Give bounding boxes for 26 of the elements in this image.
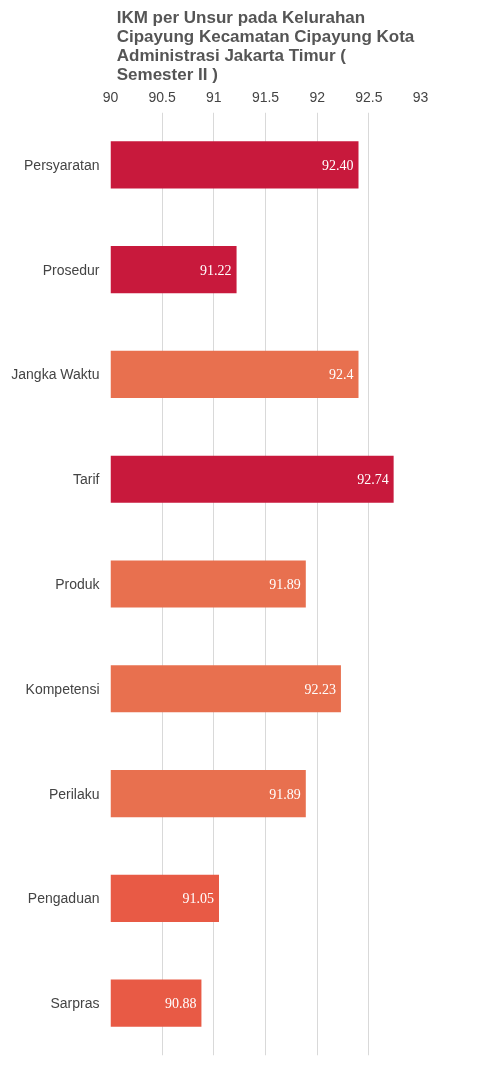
y-tick-label: Kompetensi bbox=[25, 680, 100, 697]
data-label: 91.05 bbox=[182, 891, 214, 907]
x-tick-label: 92 bbox=[309, 88, 326, 105]
y-tick-label: Produk bbox=[55, 576, 101, 592]
y-tick-label: Persyaratan bbox=[24, 156, 100, 173]
x-tick-label: 91.5 bbox=[251, 88, 280, 105]
x-tick-label: 90 bbox=[102, 88, 119, 105]
data-label: 91.89 bbox=[269, 577, 301, 592]
data-label: 92.23 bbox=[304, 681, 336, 697]
chart-title: IKM per Unsur pada Kelurahan Cipayung Kecamatan Cipayung Kota Administrasi Jakarta Timur ( Semester II ) bbox=[116, 7, 415, 84]
data-label: 92.4 bbox=[329, 367, 354, 383]
y-tick-label: Perilaku bbox=[48, 785, 100, 802]
data-label: 91.89 bbox=[269, 786, 301, 802]
y-tick-label: Sarpras bbox=[50, 995, 100, 1012]
y-tick-label: Jangka Waktu bbox=[11, 366, 100, 383]
data-label: 92.74 bbox=[357, 472, 389, 488]
y-tick-label: Tarif bbox=[73, 471, 100, 488]
x-tick-label: 90.5 bbox=[148, 88, 176, 105]
data-label: 90.88 bbox=[164, 996, 197, 1012]
y-tick-label: Pengaduan bbox=[27, 890, 100, 907]
x-tick-label: 91 bbox=[206, 88, 222, 105]
y-tick-label: Prosedur bbox=[42, 261, 100, 278]
data-label: 92.40 bbox=[322, 157, 354, 173]
x-tick-label: 92.5 bbox=[355, 88, 383, 105]
data-label: 91.22 bbox=[200, 262, 232, 278]
x-tick-label: 93 bbox=[412, 88, 429, 105]
